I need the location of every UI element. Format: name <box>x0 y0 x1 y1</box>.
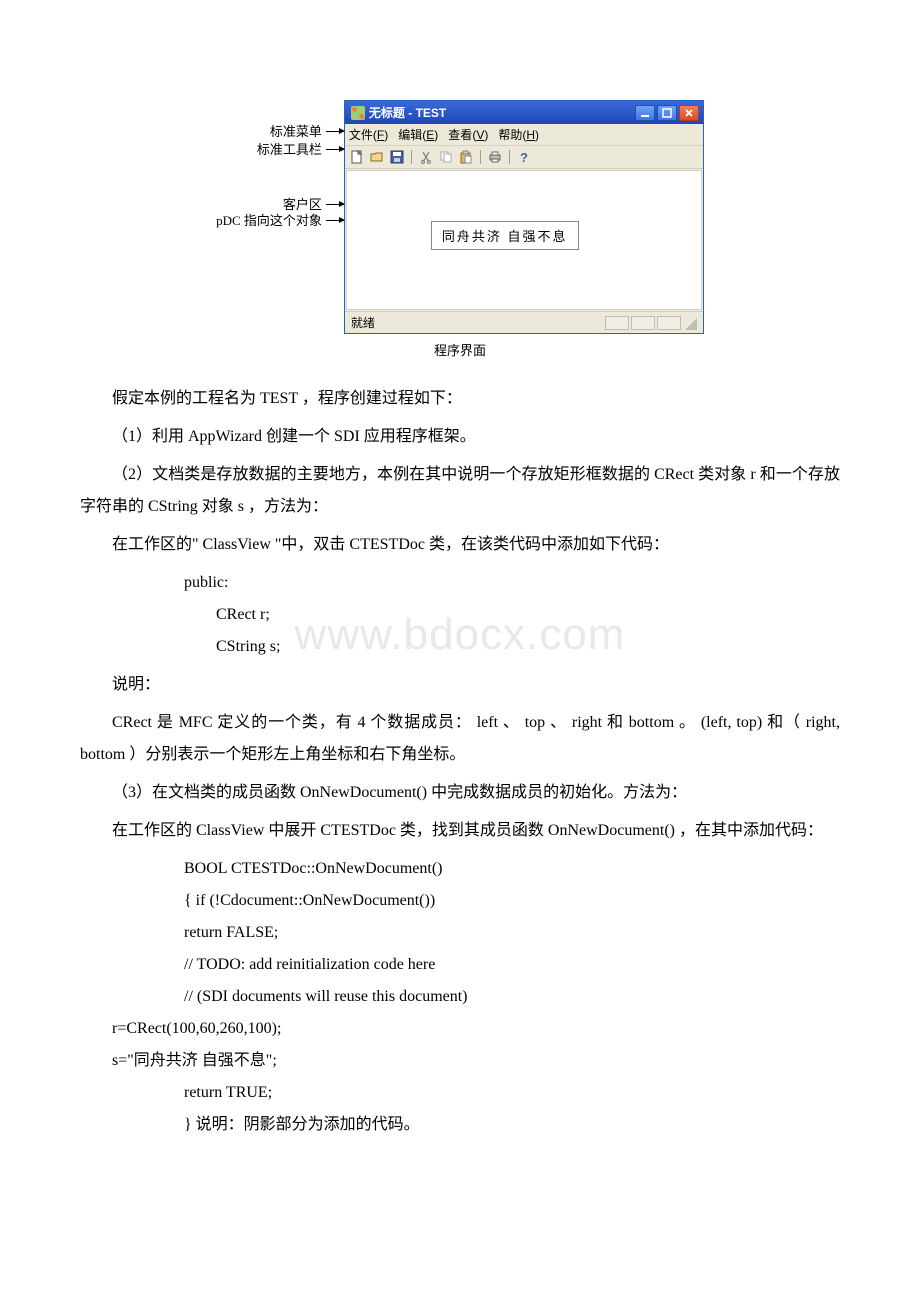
paragraph: 说明： <box>80 669 840 701</box>
toolbar-separator <box>509 150 510 164</box>
resize-grip-icon[interactable] <box>683 316 697 330</box>
arrow-icon <box>326 149 344 150</box>
toolbar-separator <box>480 150 481 164</box>
code-line: } 说明：阴影部分为添加的代码。 <box>184 1109 840 1141</box>
status-cells <box>605 316 697 330</box>
label-client-row: 客户区 <box>283 197 344 213</box>
label-client: 客户区 <box>283 197 322 213</box>
code-line: BOOL CTESTDoc::OnNewDocument() <box>184 853 840 885</box>
status-cell <box>605 316 629 330</box>
code-line: return FALSE; <box>184 917 840 949</box>
status-cell <box>631 316 655 330</box>
paragraph: CRect 是 MFC 定义的一个类，有 4 个数据成员： left 、 top… <box>80 707 840 771</box>
titlebar-left: 无标题 - TEST <box>351 104 446 121</box>
code-line: s="同舟共济 自强不息"; <box>112 1045 840 1077</box>
menubar: 文件(F) 编辑(E) 查看(V) 帮助(H) <box>345 124 703 146</box>
paragraph: （3）在文档类的成员函数 OnNewDocument() 中完成数据成员的初始化… <box>80 777 840 809</box>
menu-file[interactable]: 文件(F) <box>349 126 388 143</box>
code-line: CRect r; <box>216 599 840 631</box>
code-line: return TRUE; <box>184 1077 840 1109</box>
figure-labels: 标准菜单 标准工具栏 客户区 pDC 指向这个对象 <box>216 100 344 228</box>
label-toolbar-row: 标准工具栏 <box>257 142 344 158</box>
label-toolbar: 标准工具栏 <box>257 142 322 158</box>
paragraph: （1）利用 AppWizard 创建一个 SDI 应用程序框架。 <box>80 421 840 453</box>
menu-view[interactable]: 查看(V) <box>448 126 488 143</box>
code-line: public: <box>184 567 840 599</box>
help-icon[interactable]: ? <box>516 149 532 165</box>
paragraph: （2）文档类是存放数据的主要地方，本例在其中说明一个存放矩形框数据的 CRect… <box>80 459 840 523</box>
maximize-button[interactable] <box>657 105 677 121</box>
toolbar-separator <box>411 150 412 164</box>
paragraph: 在工作区的 ClassView 中展开 CTESTDoc 类，找到其成员函数 O… <box>80 815 840 847</box>
open-icon[interactable] <box>369 149 385 165</box>
figure-row: 标准菜单 标准工具栏 客户区 pDC 指向这个对象 无标题 - TEST <box>80 100 840 334</box>
paragraph: 在工作区的" ClassView "中，双击 CTESTDoc 类，在该类代码中… <box>80 529 840 561</box>
paragraph: 假定本例的工程名为 TEST ，程序创建过程如下： <box>80 383 840 415</box>
mock-window: 无标题 - TEST 文件(F) 编辑(E) 查看(V) <box>344 100 704 334</box>
label-pdc: pDC 指向这个对象 <box>216 213 322 229</box>
label-menu: 标准菜单 <box>270 124 322 140</box>
minimize-button[interactable] <box>635 105 655 121</box>
status-text: 就绪 <box>351 314 375 331</box>
statusbar: 就绪 <box>345 311 703 333</box>
code-line: r=CRect(100,60,260,100); <box>112 1013 840 1045</box>
cut-icon[interactable] <box>418 149 434 165</box>
menu-edit[interactable]: 编辑(E) <box>398 126 438 143</box>
label-pdc-row: pDC 指向这个对象 <box>216 213 344 229</box>
figure-caption: 程序界面 <box>80 340 840 359</box>
copy-icon[interactable] <box>438 149 454 165</box>
arrow-icon <box>326 220 344 221</box>
code-line: CString s; <box>216 631 840 663</box>
code-line: { if (!Cdocument::OnNewDocument()) <box>184 885 840 917</box>
print-icon[interactable] <box>487 149 503 165</box>
code-line: // (SDI documents will reuse this docume… <box>184 981 840 1013</box>
client-text-box: 同舟共济 自强不息 <box>431 221 579 250</box>
client-area: 同舟共济 自强不息 <box>346 170 702 310</box>
titlebar: 无标题 - TEST <box>345 101 703 124</box>
window-title: 无标题 - TEST <box>369 104 446 121</box>
close-button[interactable] <box>679 105 699 121</box>
menu-help[interactable]: 帮助(H) <box>498 126 539 143</box>
code-line: // TODO: add reinitialization code here <box>184 949 840 981</box>
window-buttons <box>635 105 699 121</box>
svg-text:?: ? <box>520 150 528 164</box>
save-icon[interactable] <box>389 149 405 165</box>
new-icon[interactable] <box>349 149 365 165</box>
app-icon <box>351 106 365 120</box>
label-menu-row: 标准菜单 <box>270 124 344 140</box>
arrow-icon <box>326 204 344 205</box>
paste-icon[interactable] <box>458 149 474 165</box>
toolbar: ? <box>345 146 703 169</box>
document-content: 标准菜单 标准工具栏 客户区 pDC 指向这个对象 无标题 - TEST <box>80 100 840 1141</box>
arrow-icon <box>326 131 344 132</box>
status-cell <box>657 316 681 330</box>
